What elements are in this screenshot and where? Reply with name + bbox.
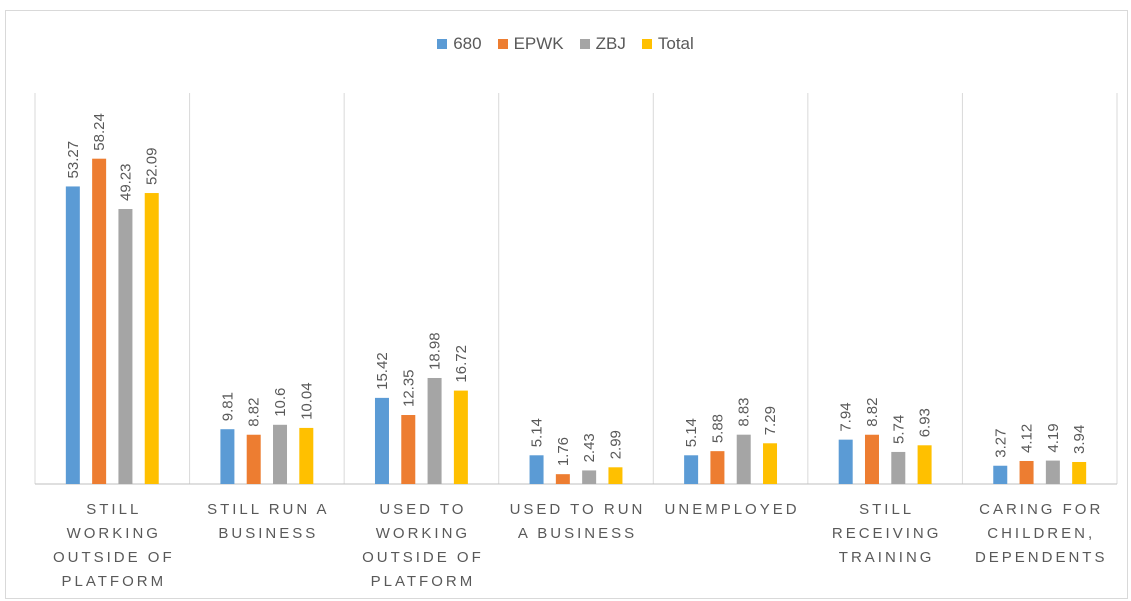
- value-label: 49.23: [117, 163, 134, 201]
- bar: [608, 467, 623, 484]
- value-label: 10.6: [272, 388, 289, 417]
- bar: [529, 455, 544, 484]
- value-label: 2.43: [581, 433, 598, 462]
- bar: [118, 209, 133, 484]
- bar: [1045, 460, 1060, 484]
- x-tick-label: USED TO WORKING OUTSIDE OF PLATFORM: [362, 501, 484, 590]
- x-tick-label: UNEMPLOYED: [664, 501, 800, 518]
- bar: [864, 434, 879, 484]
- value-label: 5.74: [890, 415, 907, 444]
- value-label: 15.42: [374, 352, 391, 390]
- legend-label: ZBJ: [595, 34, 626, 53]
- value-label: 4.12: [1019, 424, 1036, 453]
- legend-label: EPWK: [513, 34, 564, 53]
- legend-label: 680: [453, 34, 482, 53]
- value-label: 8.83: [736, 397, 753, 426]
- value-label: 5.88: [709, 414, 726, 443]
- value-label: 4.19: [1045, 423, 1062, 452]
- bar: [427, 377, 442, 484]
- value-label: 5.14: [529, 418, 546, 447]
- bar: [917, 445, 932, 484]
- legend-swatch: [641, 39, 652, 49]
- value-label: 10.04: [298, 382, 315, 420]
- x-tick-label: STILL RUN A BUSINESS: [207, 501, 330, 542]
- bar: [710, 451, 725, 484]
- bar: [736, 434, 751, 484]
- bar: [273, 424, 288, 484]
- value-label: 3.27: [992, 429, 1009, 458]
- bar: [838, 439, 853, 484]
- x-tick-label: STILL RECEIVING TRAINING: [831, 501, 942, 566]
- bar: [453, 390, 468, 484]
- legend-swatch: [579, 39, 590, 49]
- bar: [92, 158, 107, 485]
- bar: [65, 186, 80, 484]
- bar: [374, 397, 389, 484]
- value-label: 7.29: [762, 406, 779, 435]
- x-tick-label: CARING FOR CHILDREN, DEPENDENTS: [974, 501, 1108, 566]
- legend: 680 EPWK ZBJ Total: [0, 34, 1131, 54]
- bar: [891, 451, 906, 484]
- legend-item: ZBJ: [579, 34, 626, 54]
- bar: [993, 465, 1008, 484]
- value-label: 6.93: [917, 408, 934, 437]
- legend-item: 680: [437, 34, 482, 54]
- legend-swatch: [437, 39, 448, 49]
- value-label: 9.81: [219, 392, 236, 421]
- value-label: 16.72: [453, 345, 470, 383]
- bar: [401, 415, 416, 484]
- bar: [1019, 460, 1034, 484]
- legend-swatch: [497, 39, 508, 49]
- bar: [299, 427, 314, 484]
- value-label: 2.99: [607, 430, 624, 459]
- bar: [144, 193, 159, 484]
- value-label: 8.82: [864, 398, 881, 427]
- legend-label: Total: [657, 34, 694, 53]
- value-label: 1.76: [555, 437, 572, 466]
- value-label: 53.27: [65, 141, 82, 179]
- bar: [555, 474, 570, 484]
- legend-item: Total: [641, 34, 694, 54]
- chart-border: [5, 10, 1128, 599]
- bar: [684, 455, 699, 484]
- value-label: 58.24: [91, 113, 108, 151]
- bar: [582, 470, 597, 484]
- bar: [1072, 461, 1087, 484]
- value-label: 3.94: [1071, 425, 1088, 454]
- bar: [220, 429, 235, 484]
- value-label: 18.98: [427, 332, 444, 370]
- value-label: 12.35: [400, 369, 417, 407]
- value-label: 52.09: [144, 147, 161, 185]
- value-label: 7.94: [838, 402, 855, 431]
- value-label: 8.82: [246, 398, 263, 427]
- x-tick-label: STILL WORKING OUTSIDE OF PLATFORM: [52, 501, 175, 590]
- x-tick-label: USED TO RUN A BUSINESS: [509, 501, 646, 542]
- legend-item: EPWK: [497, 34, 564, 54]
- bar: [763, 443, 778, 484]
- value-label: 5.14: [683, 418, 700, 447]
- bar: [246, 434, 261, 484]
